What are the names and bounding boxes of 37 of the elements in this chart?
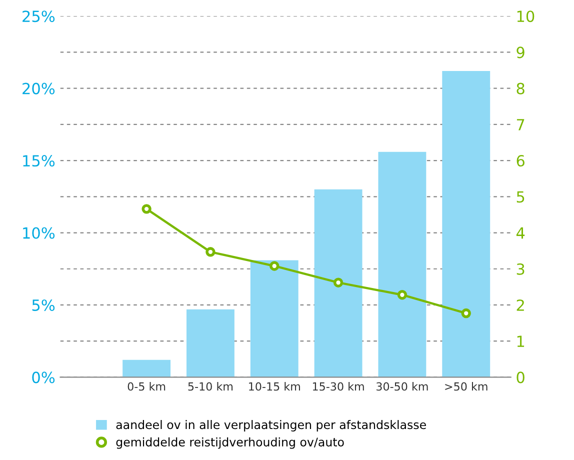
bar [442, 70, 490, 378]
y-tick-label: 10% [23, 227, 55, 239]
point [270, 261, 280, 271]
y2-tick-label: 2 [516, 299, 524, 311]
point [333, 278, 344, 288]
y-tick-label: 15% [23, 155, 55, 167]
y2-tick-label: 6 [516, 155, 524, 167]
point [142, 204, 152, 214]
bar [378, 152, 426, 378]
y2-tick-label: 4 [516, 227, 525, 239]
y2-tick-label: 5 [516, 191, 524, 203]
y2-tick-label: 3 [516, 263, 524, 275]
y2-tick-label: 8 [516, 82, 524, 94]
x-tick-label: 5-10 km [188, 382, 233, 391]
bar [314, 189, 362, 378]
x-tick-label: 0-5 km [128, 382, 166, 391]
y2-tick-label: 0 [516, 372, 524, 384]
legend-label: gemiddelde reistijdverhouding ov/auto [116, 437, 344, 449]
y-tick-label: 0% [32, 372, 55, 384]
x-tick-label: >50 km [445, 382, 488, 391]
x-tick-label: 15-30 km [312, 382, 364, 391]
x-tick-label: 30-50 km [376, 382, 428, 391]
bar [186, 309, 234, 378]
bar [122, 360, 171, 378]
y-tick-label: 20% [22, 82, 55, 94]
x-tick-label: 10-15 km [249, 382, 300, 391]
y2-tick-label: 10 [517, 10, 534, 22]
y-tick-label: 25% [22, 10, 55, 22]
y-tick-label: 5% [32, 299, 55, 311]
point [397, 290, 408, 300]
point [461, 308, 471, 318]
point [206, 247, 216, 257]
y2-tick-label: 9 [516, 46, 524, 58]
y2-tick-label: 1 [517, 336, 524, 347]
legend-label: aandeel ov in alle verplaatsingen per afstandsklasse [116, 420, 426, 432]
y2-tick-label: 7 [516, 119, 524, 130]
bar [250, 260, 298, 378]
